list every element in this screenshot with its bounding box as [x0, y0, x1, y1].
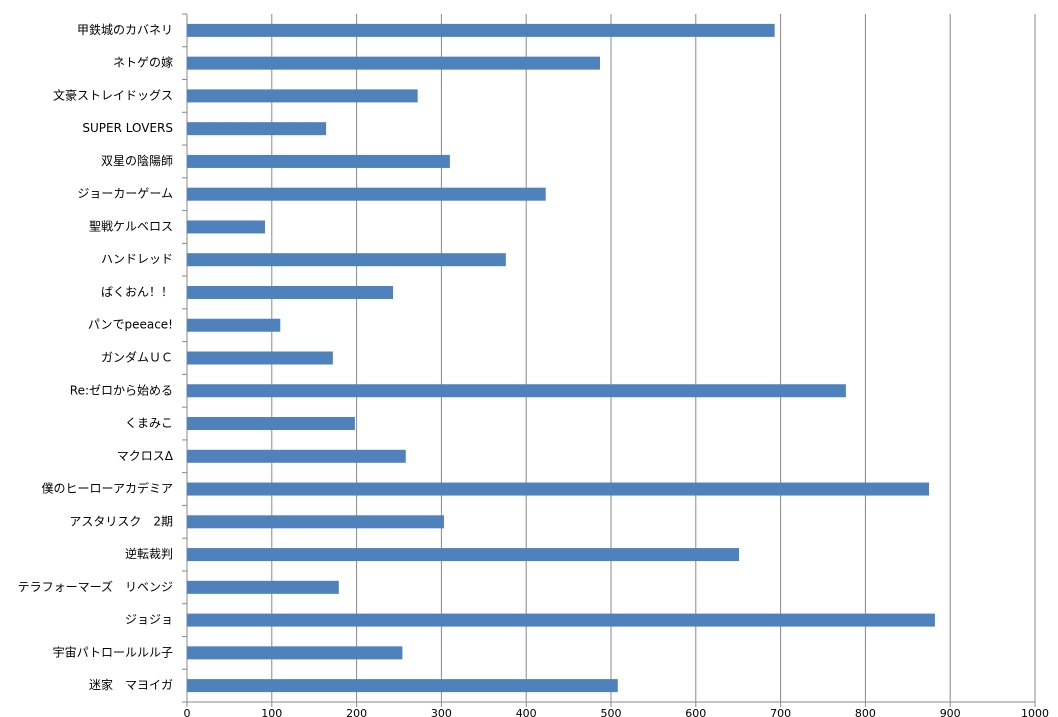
bar: [187, 23, 775, 37]
bar: [187, 482, 929, 496]
bar: [187, 220, 266, 234]
y-tick-label: パンでpeeace!: [88, 318, 173, 332]
y-tick-label: ハンドレッド: [101, 252, 173, 266]
bar: [187, 515, 444, 529]
y-tick-label: ジョジョ: [125, 613, 173, 627]
x-tick-label: 100: [261, 707, 282, 717]
y-tick-label: 宇宙パトロールルル子: [53, 644, 173, 659]
y-tick-label: アスタリスク 2期: [69, 514, 173, 528]
y-tick-label: SUPER LOVERS: [82, 121, 173, 135]
y-tick-label: ジョーカーゲーム: [77, 187, 173, 201]
x-tick-label: 800: [855, 707, 876, 717]
y-tick-label: 甲鉄城のカバネリ: [77, 22, 173, 37]
y-tick-label: 聖戦ケルベロス: [89, 219, 173, 233]
y-tick-label: 迷家 マヨイガ: [89, 677, 173, 692]
x-tick-label: 200: [346, 707, 367, 717]
x-tick-label: 600: [685, 707, 706, 717]
x-tick-label: 0: [184, 707, 191, 717]
bar: [187, 384, 846, 398]
bar: [187, 56, 600, 70]
y-tick-label: Re:ゼロから始める: [70, 383, 173, 397]
bar: [187, 154, 450, 168]
y-tick-label: くまみこ: [125, 416, 173, 430]
bar: [187, 613, 935, 627]
y-tick-label: 逆転裁判: [125, 546, 173, 561]
bar: [187, 122, 327, 136]
y-tick-label: ネトゲの嫁: [113, 55, 173, 70]
x-tick-label: 700: [770, 707, 791, 717]
bar: [187, 417, 355, 431]
x-tick-label: 400: [516, 707, 537, 717]
x-tick-label: 1000: [1021, 707, 1049, 717]
bar: [187, 253, 506, 267]
y-tick-label: 文豪ストレイドッグス: [53, 87, 173, 102]
y-tick-label: テラフォーマーズ リベンジ: [18, 579, 173, 594]
y-tick-label: マクロスΔ: [117, 449, 174, 463]
y-tick-label: 僕のヒーローアカデミア: [41, 481, 173, 496]
y-tick-label: ガンダムＵＣ: [101, 350, 173, 365]
bar: [187, 187, 546, 201]
y-tick-label: ばくおん！！: [101, 285, 173, 299]
y-tick-label: 双星の陰陽師: [101, 154, 173, 168]
bar: [187, 89, 418, 103]
x-tick-label: 500: [601, 707, 622, 717]
bar: [187, 646, 403, 660]
x-tick-label: 900: [940, 707, 961, 717]
bar: [187, 679, 618, 693]
bar: [187, 580, 339, 594]
bar: [187, 285, 394, 299]
bar: [187, 548, 740, 562]
bar: [187, 351, 333, 365]
x-tick-label: 300: [431, 707, 452, 717]
bar: [187, 318, 281, 332]
bar: [187, 449, 406, 463]
